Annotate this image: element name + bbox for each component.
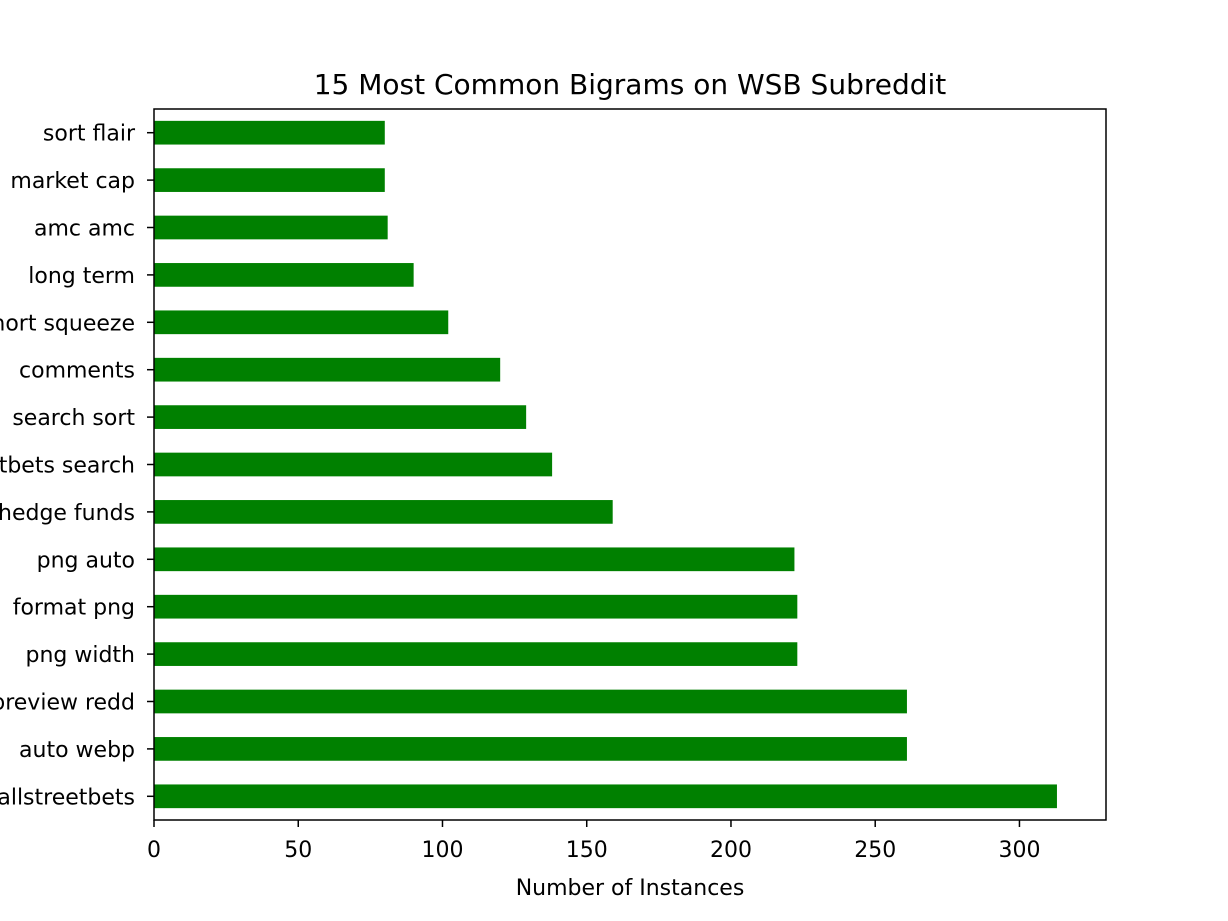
y-tick-label: png auto: [37, 548, 135, 573]
bar: [154, 405, 527, 429]
x-tick-label: 100: [421, 838, 463, 863]
bar: [154, 642, 798, 666]
bar: [154, 452, 553, 477]
y-tick-label: sort flair: [43, 122, 136, 147]
bar: [154, 784, 1057, 809]
bar: [154, 689, 907, 714]
bar: [154, 168, 385, 192]
bar: [154, 357, 501, 382]
y-axis-ticks: sort flair market cap amc amc long term shor…: [0, 122, 154, 810]
bar: [154, 547, 795, 572]
bar: [154, 263, 414, 287]
bar: [154, 737, 907, 761]
y-tick-label: long term: [28, 264, 135, 289]
y-tick-label: comments: [19, 359, 135, 384]
bars-group: [154, 120, 1057, 809]
y-tick-label: amc amc: [34, 217, 135, 242]
plot-frame: [153, 108, 1107, 821]
bar: [154, 500, 613, 524]
bar: [154, 120, 385, 145]
x-tick-label: 50: [284, 838, 312, 863]
y-tick-label: short squeeze: [0, 311, 135, 336]
y-tick-label: wallstreetbets search: [0, 454, 135, 479]
y-tick-label: wallstreetbets: [0, 785, 135, 810]
y-tick-label: png width: [25, 643, 135, 668]
y-tick-label: market cap: [10, 169, 135, 194]
x-axis-ticks: 0 50 100 150 200 250 300: [147, 820, 1040, 863]
bar: [154, 594, 798, 619]
bar: [154, 310, 449, 335]
x-tick-label: 300: [998, 838, 1040, 863]
y-tick-label: auto webp: [19, 738, 135, 763]
x-tick-label: 0: [147, 838, 161, 863]
y-tick-label: hedge funds: [0, 501, 135, 526]
bar: [154, 215, 388, 240]
y-tick-label: preview redd: [0, 691, 135, 716]
x-axis-label: Number of Instances: [516, 876, 745, 901]
y-tick-label: search sort: [12, 406, 135, 431]
x-tick-label: 250: [854, 838, 896, 863]
y-tick-label: format png: [13, 596, 135, 621]
x-tick-label: 150: [566, 838, 608, 863]
x-tick-label: 200: [710, 838, 752, 863]
chart-title: 15 Most Common Bigrams on WSB Subreddit: [314, 68, 947, 101]
